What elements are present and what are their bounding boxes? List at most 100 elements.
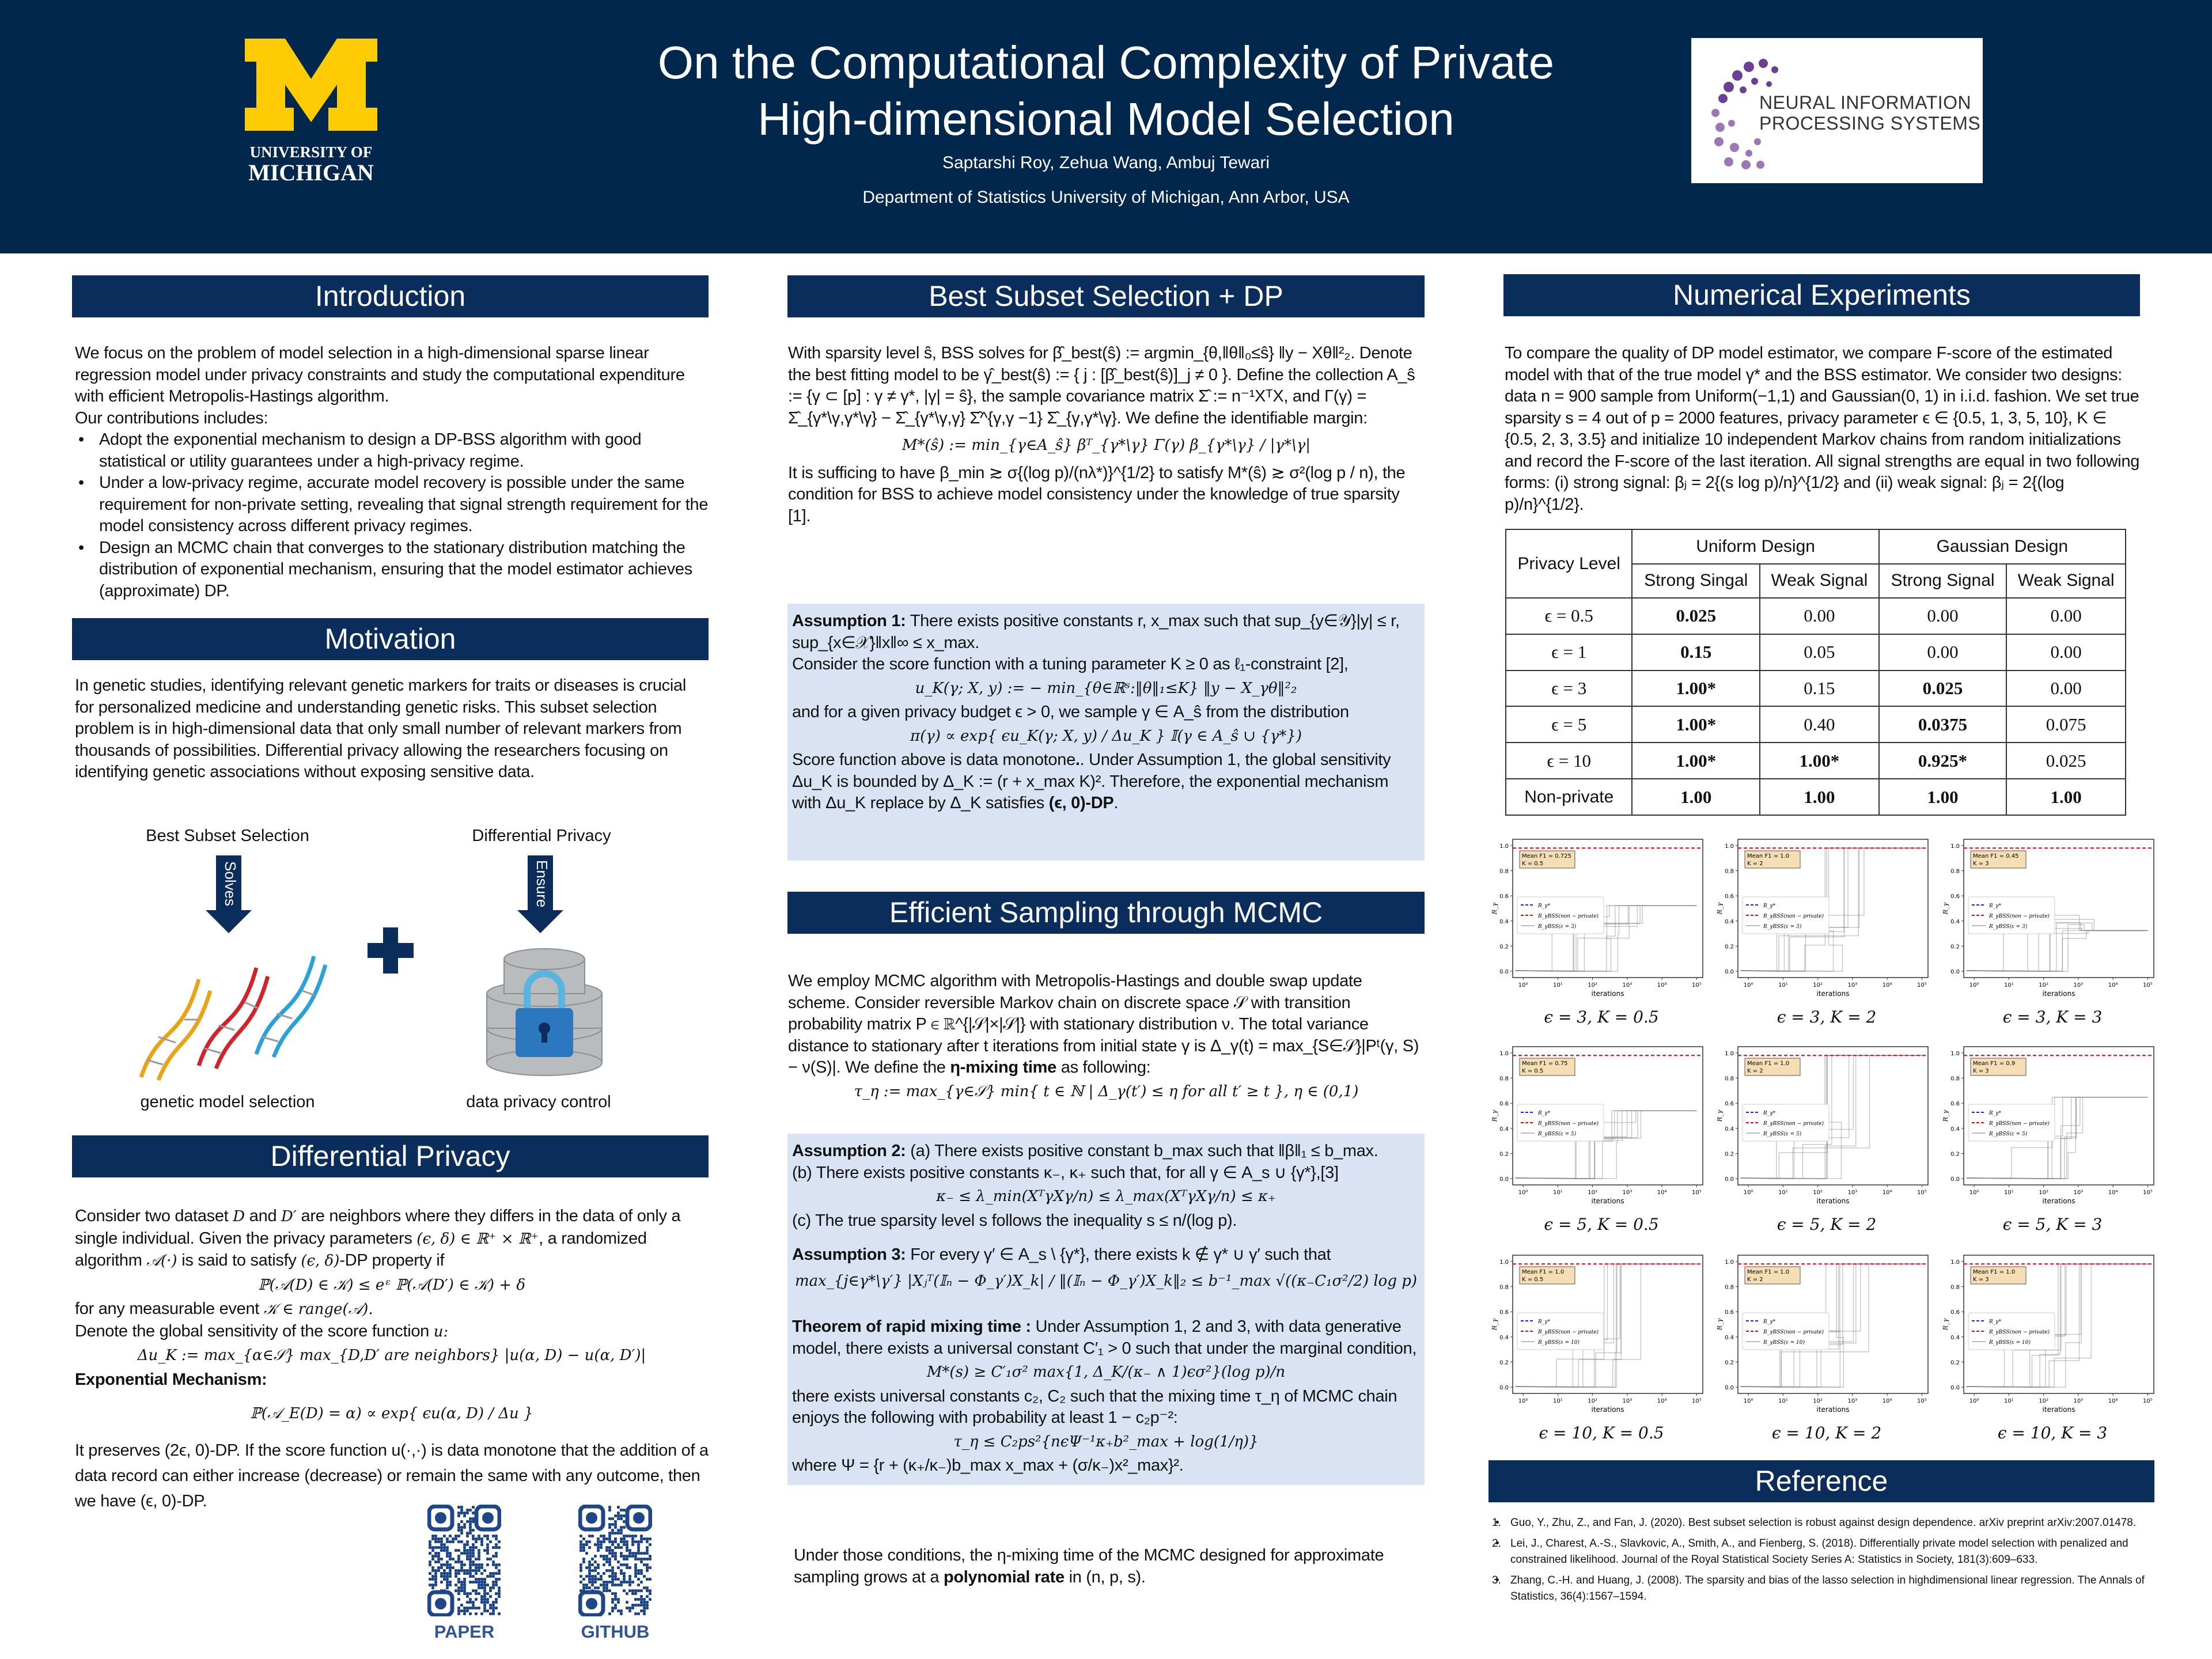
private-chain-trace — [1966, 930, 2148, 972]
y-tick-label: 0.0 — [1950, 969, 1960, 975]
y-axis-label: R_γ — [1491, 1109, 1498, 1122]
y-tick-label: 0.4 — [1499, 919, 1509, 925]
private-chain-trace — [1966, 924, 2148, 972]
motivation-diagram: Best Subset Selection Differential Priva… — [72, 821, 709, 1126]
private-chain-trace — [1515, 905, 1697, 972]
x-tick-label: 10¹ — [1778, 982, 1788, 988]
x-tick-label: 10² — [1813, 1190, 1823, 1196]
x-tick-label: 10⁵ — [1692, 1190, 1702, 1196]
assumption-3: Assumption 3: For every γ′ ∈ A_s \ {γ*},… — [792, 1245, 1331, 1264]
private-chain-trace — [1966, 1096, 2148, 1179]
x-tick-label: 10⁵ — [2143, 982, 2153, 988]
f-score-cell: 1.00 — [1631, 778, 1761, 816]
y-tick-label: 1.0 — [1950, 843, 1960, 850]
f-score-cell: 0.00 — [2006, 597, 2126, 635]
legend-label: R_γBSS(ε = 5) — [1988, 1131, 2028, 1137]
private-chain-trace — [1740, 1055, 1922, 1179]
f-score-cell: 0.40 — [1759, 706, 1880, 744]
y-tick-label: 0.4 — [1950, 1126, 1960, 1132]
x-tick-label: 10² — [1588, 1398, 1597, 1404]
data-privacy-control-caption: data privacy control — [466, 1093, 611, 1111]
private-chain-trace — [1515, 1263, 1697, 1388]
private-chain-trace — [1966, 1096, 2148, 1179]
private-chain-trace — [1515, 1110, 1697, 1179]
mcmc-body: We employ MCMC algorithm with Metropolis… — [788, 971, 1425, 1105]
private-chain-trace — [1740, 847, 1922, 972]
mcmc-paragraph: We employ MCMC algorithm with Metropolis… — [788, 972, 1419, 1077]
mean-f1-text: Mean F1 = 1.0 — [1747, 1060, 1789, 1067]
legend-label: R_γ* — [1537, 1111, 1551, 1116]
x-axis-label: iterations — [1592, 1406, 1624, 1414]
table-row: ϵ = 3 1.00* 0.15 0.025 0.00 — [1505, 669, 2126, 707]
legend-label: R_γBSS(ε = 5) — [1763, 1131, 1802, 1137]
y-tick-label: 0.0 — [1499, 1176, 1509, 1183]
y-axis-label: R_γ — [1716, 902, 1724, 915]
bss-paragraph-1: With sparsity level ŝ, BSS solves for β̂… — [788, 344, 1415, 427]
dp-definition-formula: ℙ(𝒜(D) ∈ 𝒦) ≤ eᵋ ℙ(𝒜(D′) ∈ 𝒦) + δ — [258, 1276, 525, 1294]
section-motivation-heading: Motivation — [72, 618, 709, 660]
legend-label: R_γBSS(non − private) — [1763, 1120, 1824, 1127]
x-tick-label: 10² — [1813, 982, 1823, 988]
private-chain-trace — [1515, 1110, 1697, 1179]
paper-qr-label[interactable]: PAPER — [434, 1622, 495, 1642]
title-line-2: High-dimensional Model Selection — [757, 93, 1455, 145]
trace-plot: 0.0 0.2 0.4 0.6 0.8 1.0 10⁰ 10¹ 10² 10³ 10⁴ 10⁵ iter… — [1714, 1248, 1940, 1456]
x-tick-label: 10² — [2039, 982, 2048, 988]
trace-plot: 0.0 0.2 0.4 0.6 0.8 1.0 10⁰ 10¹ 10² 10³ 10⁴ 10⁵ iter… — [1488, 832, 1714, 1040]
legend-label: R_γBSS(non − private) — [1988, 1329, 2050, 1335]
y-axis-label: R_γ — [1491, 902, 1498, 915]
plot-caption: ϵ = 5, K = 3 — [2002, 1215, 2103, 1234]
f-score-cell: 1.00 — [2006, 778, 2126, 816]
bss-label: Best Subset Selection — [146, 827, 309, 845]
privacy-level-cell: ϵ = 0.5 — [1505, 597, 1633, 635]
y-tick-label: 0.6 — [1725, 1101, 1734, 1107]
y-tick-label: 0.4 — [1725, 1126, 1734, 1132]
f-score-cell: 0.925* — [1878, 742, 2008, 780]
mean-f1-text: Mean F1 = 0.45 — [1973, 853, 2019, 859]
assumption-1-sampling: and for a given privacy budget ϵ > 0, we… — [792, 703, 1349, 721]
private-chain-trace — [1966, 919, 2148, 972]
trace-plot: 0.0 0.2 0.4 0.6 0.8 1.0 10⁰ 10¹ 10² 10³ 10⁴ 10⁵ iter… — [1940, 1248, 2165, 1456]
mean-f1-box — [1744, 850, 1801, 869]
private-chain-trace — [1515, 905, 1697, 972]
private-chain-trace — [1966, 1096, 2148, 1179]
experiments-paragraph: To compare the quality of DP model estim… — [1505, 344, 2140, 514]
mixing-bound-formula: τ_η ≤ C₂ps²{nϵΨ⁻¹κ₊b²_max + log(1/η)} — [953, 1433, 1259, 1450]
y-tick-label: 0.2 — [1950, 944, 1960, 950]
private-chain-trace — [1515, 1110, 1697, 1179]
table-corner-header: Privacy Level — [1505, 528, 1633, 599]
x-tick-label: 10⁰ — [1518, 1190, 1528, 1196]
f-score-cell: 0.00 — [1759, 597, 1880, 635]
genetic-model-selection-caption: genetic model selection — [140, 1093, 315, 1111]
y-tick-label: 0.0 — [1950, 1176, 1960, 1183]
legend-box — [1517, 896, 1604, 934]
contributions-list: Adopt the exponential mechanism to desig… — [75, 429, 709, 602]
paper-qr-code[interactable] — [427, 1505, 501, 1616]
privacy-level-cell: ϵ = 5 — [1505, 706, 1633, 744]
github-qr-code[interactable] — [578, 1505, 652, 1616]
dp-paragraph-4: It preserves (2ϵ, 0)-DP. If the score fu… — [75, 1441, 709, 1510]
y-tick-label: 0.2 — [1725, 1359, 1734, 1366]
sensitivity-formula: Δu_K := max_{α∈𝒮} max_{D,D′ are neighbor… — [137, 1347, 646, 1364]
private-chain-trace — [1966, 1263, 2148, 1388]
private-chain-trace — [1966, 1096, 2148, 1179]
mean-f1-text: Mean F1 = 1.0 — [1973, 1269, 2015, 1275]
x-axis-label: iterations — [1592, 1197, 1624, 1205]
private-chain-trace — [1966, 928, 2148, 972]
plot-caption: ϵ = 3, K = 0.5 — [1544, 1007, 1659, 1027]
private-chain-trace — [1966, 1096, 2148, 1179]
private-chain-trace — [1515, 1110, 1697, 1179]
y-tick-label: 0.2 — [1725, 1151, 1734, 1157]
private-chain-trace — [1740, 847, 1922, 972]
table-subheader: Strong Singal — [1631, 563, 1761, 599]
privacy-level-cell: ϵ = 3 — [1505, 669, 1633, 707]
table-row: ϵ = 5 1.00* 0.40 0.0375 0.075 — [1505, 706, 2126, 744]
f-score-cell: 0.075 — [2006, 706, 2126, 744]
f-score-cell: 0.00 — [1878, 633, 2008, 671]
f-score-cell: 0.025 — [2006, 742, 2126, 780]
reference-list: 1.Guo, Y., Zhu, Z., and Fan, J. (2020). … — [1492, 1515, 2154, 1609]
block-m-icon — [245, 39, 377, 131]
y-tick-label: 0.4 — [1725, 919, 1734, 925]
github-qr-label[interactable]: GITHUB — [581, 1622, 650, 1642]
y-tick-label: 0.8 — [1499, 869, 1509, 875]
